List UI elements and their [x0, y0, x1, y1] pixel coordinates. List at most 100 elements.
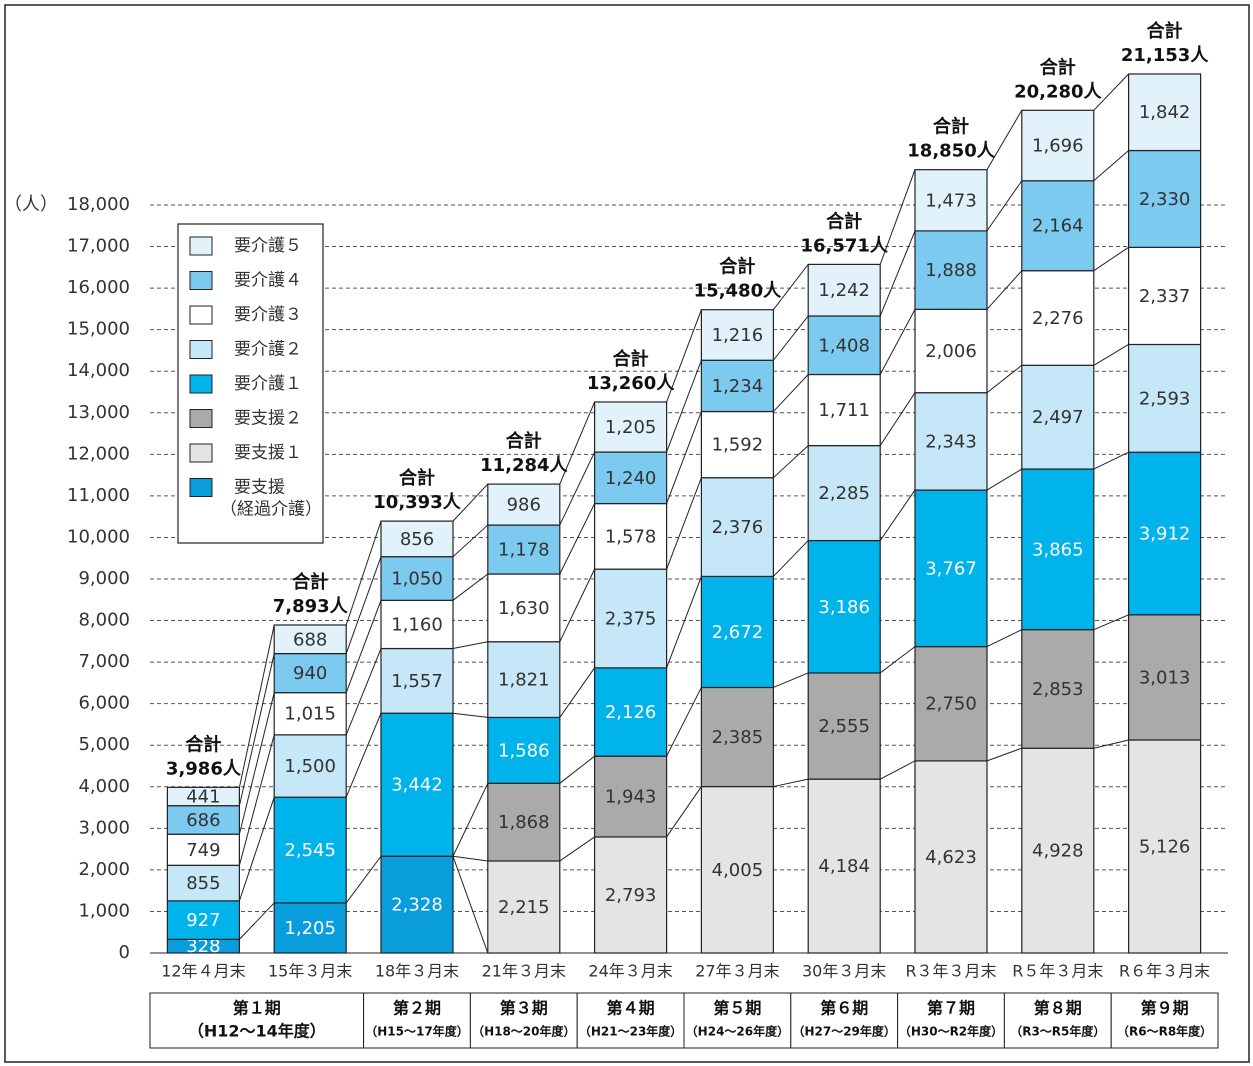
bar-segment — [700, 686, 775, 788]
connector — [879, 392, 916, 446]
total-label: 合計 — [613, 348, 649, 370]
connector — [879, 309, 916, 375]
value-label: 1,888 — [925, 260, 977, 281]
total-label: 合計 — [399, 467, 435, 489]
connector — [452, 783, 489, 857]
legend-label: 要支援１ — [234, 443, 302, 463]
connector — [559, 451, 596, 526]
connector — [986, 180, 1023, 232]
value-label: 2,545 — [284, 840, 336, 861]
connector — [345, 648, 382, 736]
bar-segment — [914, 489, 988, 648]
value-label: 2,672 — [712, 622, 764, 643]
x-tick-label: 27年３月末 — [695, 962, 779, 981]
bar-segment — [914, 392, 988, 491]
x-tick-label: 21年３月末 — [482, 962, 566, 981]
value-label: 2,276 — [1032, 308, 1084, 329]
period-name: 第４期 — [607, 999, 655, 1018]
y-tick-label: 11,000 — [67, 485, 130, 506]
value-label: 1,242 — [818, 280, 870, 301]
period-name: 第９期 — [1141, 999, 1189, 1018]
connector — [452, 712, 488, 718]
x-tick-label: 12年４月末 — [161, 962, 245, 981]
bar-segment — [487, 782, 561, 862]
value-label: 1,205 — [284, 918, 336, 939]
y-tick-label: 8,000 — [78, 610, 130, 631]
total-value: 18,850人 — [907, 141, 995, 162]
legend-swatch — [189, 271, 213, 290]
bar-segment — [166, 864, 240, 902]
value-label: 1,586 — [498, 740, 550, 761]
value-label: 4,005 — [712, 860, 764, 881]
value-label: 2,126 — [605, 702, 657, 723]
value-label: 441 — [186, 787, 220, 808]
x-tick-label: R３年３月末 — [905, 962, 996, 981]
bar-segment — [487, 860, 561, 954]
bar-segment — [593, 836, 668, 954]
connector — [345, 713, 382, 798]
legend-label: 要介護３ — [234, 305, 302, 325]
connector — [238, 734, 275, 866]
bar-segment — [1021, 270, 1095, 366]
legend-line: （経過介護） — [220, 500, 322, 520]
period-cell — [683, 992, 792, 1049]
value-label: 3,865 — [1032, 539, 1084, 560]
value-label: 1,500 — [284, 756, 336, 777]
y-tick-label: 16,000 — [67, 277, 130, 298]
period-years: （H15～17年度） — [365, 1024, 468, 1039]
value-label: 1,473 — [925, 190, 977, 211]
total-value: 11,284人 — [480, 455, 568, 476]
total-value: 10,393人 — [373, 492, 461, 513]
value-label: 328 — [186, 936, 220, 957]
y-tick-label: 0 — [119, 942, 130, 963]
connector — [559, 836, 595, 862]
value-label: 2,375 — [605, 608, 657, 629]
period-years: （R6～R8年度） — [1117, 1024, 1212, 1039]
bar-segment — [273, 796, 347, 904]
value-label: 1,240 — [605, 468, 657, 489]
bar-segment — [807, 263, 881, 317]
bar-segment — [273, 652, 347, 694]
value-label: 856 — [400, 529, 434, 550]
value-label: 1,592 — [712, 435, 764, 456]
connector — [666, 477, 702, 570]
y-tick-label: 15,000 — [67, 319, 130, 340]
value-label: 940 — [293, 663, 327, 684]
value-label: 2,343 — [925, 431, 977, 452]
period-cell — [790, 992, 899, 1049]
value-label: 688 — [293, 629, 327, 650]
connector — [452, 641, 488, 650]
legend-label: 要支援（経過介護） — [220, 478, 322, 520]
total-label: 合計 — [1147, 20, 1183, 42]
value-label: 855 — [186, 873, 220, 894]
connector — [345, 855, 382, 904]
bar-segment — [166, 786, 240, 807]
total-value: 7,893人 — [273, 596, 349, 617]
legend-swatch — [189, 443, 213, 463]
connector — [986, 270, 1023, 310]
bar-segment — [914, 230, 988, 310]
value-label: 1,821 — [498, 670, 550, 691]
total-label: 合計 — [933, 116, 969, 138]
value-label: 1,015 — [284, 704, 336, 725]
period-cell — [576, 992, 685, 1049]
connector — [559, 568, 596, 642]
connector — [666, 576, 702, 669]
value-label: 1,234 — [712, 376, 764, 397]
bar-segment — [807, 778, 881, 954]
legend-swatch — [189, 305, 213, 325]
total-label: 合計 — [1040, 56, 1076, 78]
bar-segment — [700, 309, 775, 361]
bar-segment — [593, 568, 668, 669]
connector — [773, 445, 809, 479]
y-tick-label: 5,000 — [78, 734, 130, 755]
connector — [238, 797, 275, 902]
value-label: 2,555 — [818, 716, 870, 737]
bar-segment — [1127, 739, 1202, 954]
connector — [452, 573, 489, 601]
bar-segment — [914, 169, 988, 232]
bar-segment — [487, 573, 561, 643]
value-label: 1,630 — [498, 598, 550, 619]
value-label: 1,943 — [605, 787, 657, 808]
